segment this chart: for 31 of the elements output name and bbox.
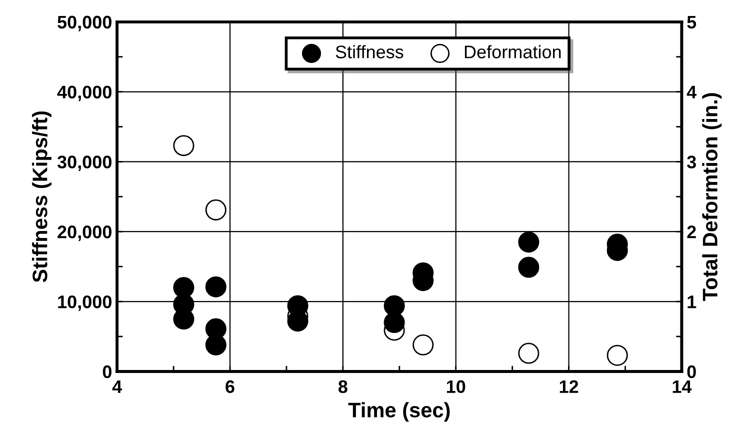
x-tick-label: 12 [560, 380, 578, 393]
point [518, 256, 540, 278]
x-tick-label: 6 [226, 380, 234, 394]
point [412, 334, 434, 356]
point [518, 232, 540, 253]
point [606, 344, 628, 366]
y2-axis-title: Total Deformtion (in.) [702, 93, 722, 301]
point [518, 342, 540, 364]
y2-tick-label: 4 [686, 86, 697, 98]
point [173, 135, 194, 156]
y-axis-title: Stiffness (Kips/ft) [32, 111, 52, 282]
y-tick-label: 50,000 [58, 16, 112, 32]
y2-tick-label: 3 [686, 156, 696, 168]
y2-tick-label: 0 [687, 365, 696, 378]
y-tick-label: 40,000 [57, 86, 112, 102]
y-tick-label: 30,000 [57, 156, 112, 172]
y-tick-label: 20,000 [58, 226, 112, 241]
point [205, 199, 226, 220]
x-tick-label: 10 [446, 380, 466, 394]
x-axis-title: Time (sec) [348, 402, 450, 422]
y2-tick-label: 1 [688, 296, 696, 308]
y-tick-label: 10,000 [58, 295, 112, 311]
x-tick-label: 4 [112, 380, 122, 393]
point [205, 276, 226, 298]
y2-tick-label: 2 [687, 226, 696, 238]
x-tick-label: 8 [338, 380, 348, 394]
y2-tick-label: 5 [687, 16, 696, 29]
legend-label: Deformation [464, 45, 561, 58]
x-tick-label: 14 [672, 380, 692, 393]
y-tick-label: 0 [102, 365, 112, 378]
legend-label: Stiffness [336, 45, 404, 58]
